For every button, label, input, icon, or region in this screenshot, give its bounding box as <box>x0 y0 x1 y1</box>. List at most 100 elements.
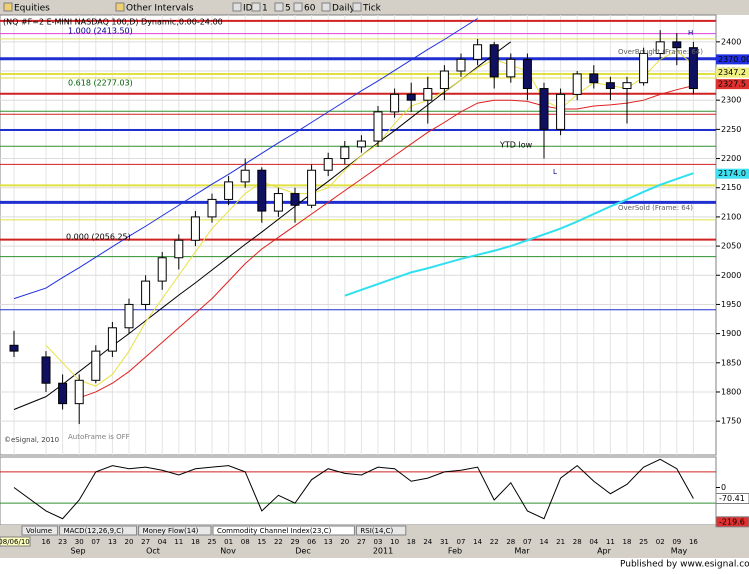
candle-body <box>240 169 250 183</box>
toolbar-button[interactable] <box>321 2 331 12</box>
overlay-line <box>45 49 694 387</box>
toolbar-button[interactable] <box>232 2 242 12</box>
x-tick-label: 25 <box>208 538 217 546</box>
toolbar-button[interactable] <box>251 2 261 12</box>
candle-body <box>224 181 234 200</box>
toolbar-button[interactable] <box>115 2 125 12</box>
toolbar-label[interactable]: Other Intervals <box>126 4 194 14</box>
y-tick-label: 1850 <box>721 358 741 367</box>
cci-marker <box>715 516 749 528</box>
candle-body <box>456 58 466 72</box>
x-tick-label: 30 <box>75 538 84 546</box>
toolbar-label[interactable]: Daily <box>332 4 355 14</box>
indicator-tab[interactable] <box>21 525 59 536</box>
indicator-tab[interactable] <box>59 525 138 536</box>
annotation: L <box>553 168 557 176</box>
candle-body <box>672 41 682 49</box>
candle-body <box>572 73 582 95</box>
y-tick-label: 1950 <box>721 300 741 309</box>
x-tick-label: 20 <box>340 538 349 546</box>
x-tick-label: 20 <box>125 538 134 546</box>
overlay-line <box>79 85 694 399</box>
toolbar-label[interactable]: Equities <box>14 4 50 14</box>
y-tick-label: 2150 <box>721 183 741 192</box>
toolbar-button[interactable] <box>352 2 362 12</box>
toolbar <box>0 0 749 15</box>
x-tick-label: 14 <box>540 538 549 546</box>
month-label: 2011 <box>373 547 393 556</box>
candle-body <box>190 216 200 241</box>
candle-body <box>323 158 333 171</box>
cci-marker-label: -219.6 <box>719 517 745 526</box>
x-tick-label: 15 <box>257 538 266 546</box>
price-panel <box>0 14 717 456</box>
x-tick-label: 07 <box>523 538 532 546</box>
annotation: YTD low <box>499 141 533 150</box>
chart-title: (NQ #F=2 E-MINI NASDAQ 100,D) Dynamic,0:… <box>3 18 223 27</box>
y-tick-label: 2000 <box>721 271 741 280</box>
x-tick-label: 09 <box>672 538 681 546</box>
candle-body <box>473 44 483 60</box>
month-label: Apr <box>597 547 612 556</box>
candle-body <box>91 350 101 381</box>
y-tick-label: 0 <box>721 483 726 492</box>
annotation: H <box>688 29 693 37</box>
candle-body <box>9 344 19 352</box>
indicator-tab-label[interactable]: Commodity Channel Index(23,C) <box>217 527 332 535</box>
toolbar-label[interactable]: 60 <box>304 4 316 14</box>
toolbar-button[interactable] <box>3 2 13 12</box>
price-marker <box>716 67 749 78</box>
candle-body <box>556 93 566 130</box>
toolbar-label[interactable]: 1 <box>262 4 268 14</box>
annotation: AutoFrame is OFF <box>68 433 130 441</box>
x-tick-label: 04 <box>158 538 167 546</box>
x-tick-label: 11 <box>606 538 615 546</box>
x-tick-label: 03 <box>374 538 383 546</box>
x-tick-label: 08 <box>241 538 250 546</box>
y-tick-label: 2200 <box>721 154 741 163</box>
toolbar-label[interactable]: 5 <box>285 4 291 14</box>
footer-bar <box>0 558 749 570</box>
indicator-tab[interactable] <box>355 525 407 536</box>
y-tick-label: 1900 <box>721 329 741 338</box>
candle-body <box>688 47 698 90</box>
toolbar-button[interactable] <box>293 2 303 12</box>
candle-body <box>74 379 84 405</box>
toolbar-label[interactable]: IDC <box>243 4 259 14</box>
month-label: Feb <box>448 547 462 556</box>
x-tick-label: 04 <box>589 538 598 546</box>
candle-body <box>390 93 400 113</box>
x-tick-label: 13 <box>108 538 117 546</box>
candle-body <box>522 58 532 90</box>
indicator-tab[interactable] <box>138 525 212 536</box>
candle-body <box>174 239 184 259</box>
y-tick-label: 1800 <box>721 387 741 396</box>
indicator-tab[interactable] <box>212 525 355 536</box>
indicator-tab-label[interactable]: RSI(14,C) <box>360 527 393 535</box>
overlay-line <box>344 172 694 297</box>
x-tick-label: 01 <box>224 538 233 546</box>
x-tick-label: 22 <box>490 538 499 546</box>
indicator-tab-label[interactable]: Volume <box>26 527 52 535</box>
x-tick-label: 23 <box>58 538 67 546</box>
toolbar-button[interactable] <box>274 2 284 12</box>
candle-body <box>489 44 499 78</box>
date-box <box>0 536 31 547</box>
price-marker-label: 2347.2 <box>718 68 746 77</box>
candle-body <box>141 280 151 305</box>
toolbar-label[interactable]: Tick <box>362 4 382 14</box>
annotation: 0.618 (2277.03) <box>68 79 133 88</box>
cci-line <box>13 458 694 520</box>
candle-body <box>622 82 632 90</box>
price-marker <box>716 168 749 179</box>
x-tick-label: 29 <box>291 538 300 546</box>
candle-body <box>373 111 383 142</box>
x-tick-label: 21 <box>556 538 565 546</box>
x-tick-label: 27 <box>357 538 366 546</box>
x-tick-label: 27 <box>141 538 150 546</box>
annotation: ©eSignal, 2010 <box>4 436 59 444</box>
indicator-tab-label[interactable]: Money Flow(14) <box>143 527 199 535</box>
candle-body <box>340 146 350 160</box>
y-tick-label: 2300 <box>721 96 741 105</box>
indicator-tab-label[interactable]: MACD(12,26,9,C) <box>64 527 125 535</box>
